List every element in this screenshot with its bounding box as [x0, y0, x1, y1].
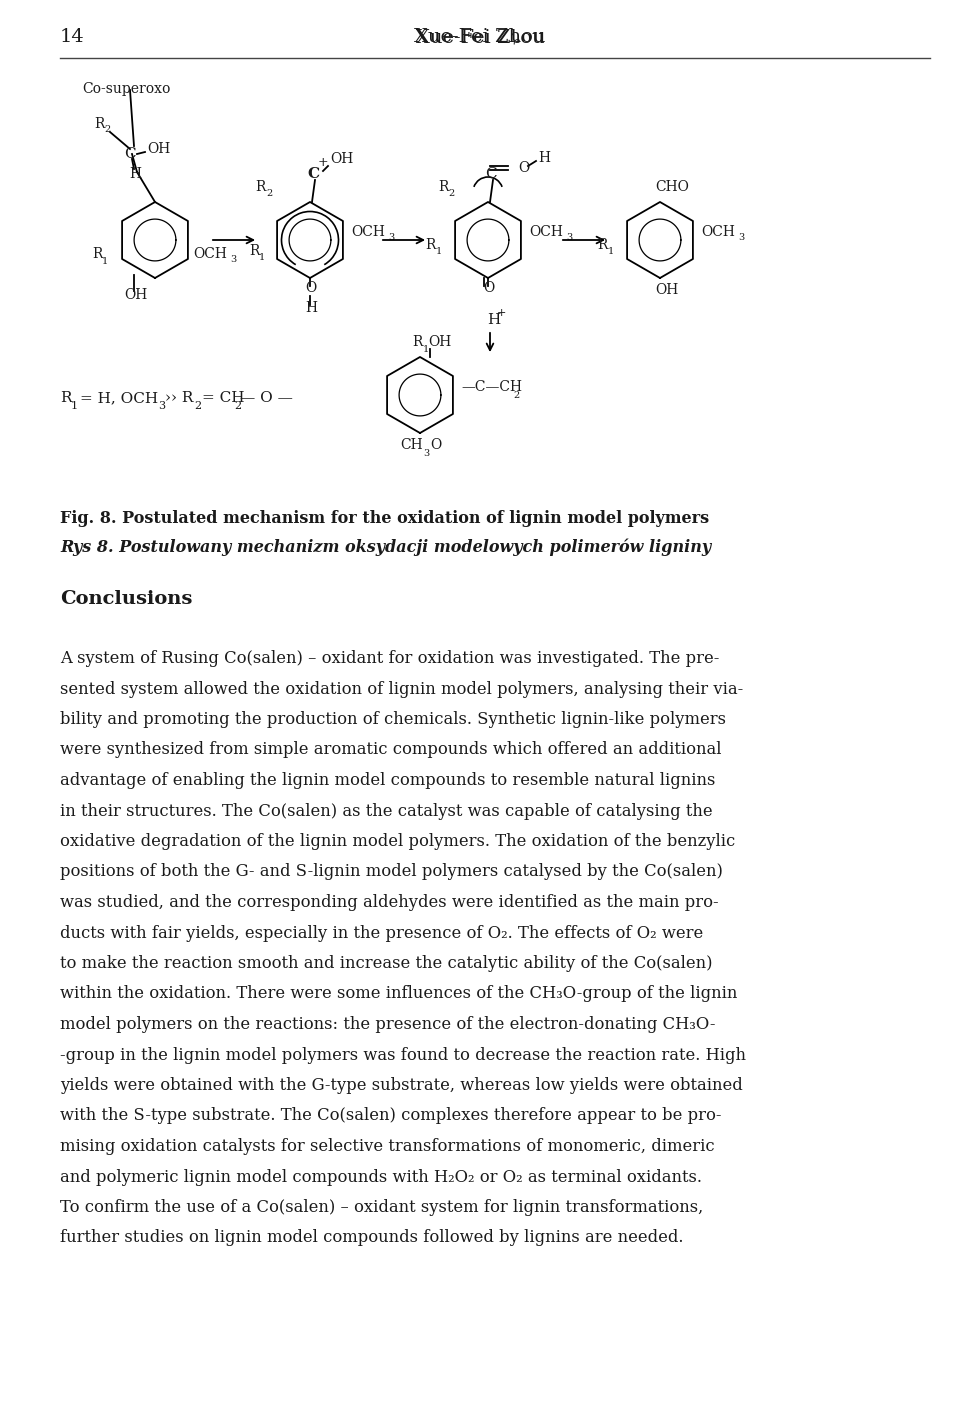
Text: Conclusions: Conclusions [60, 590, 192, 608]
Text: OCH: OCH [193, 247, 227, 261]
Text: R: R [249, 244, 259, 259]
Text: 1: 1 [436, 247, 443, 257]
Text: 1: 1 [102, 257, 108, 266]
Text: OCH: OCH [529, 225, 563, 239]
Text: R: R [255, 180, 265, 195]
Text: = H, OCH: = H, OCH [80, 391, 158, 405]
Text: 3: 3 [738, 233, 744, 243]
Text: A system of Rusing Co(salen) – oxidant for oxidation was investigated. The pre-: A system of Rusing Co(salen) – oxidant f… [60, 649, 719, 666]
Text: CH: CH [400, 438, 422, 452]
Text: R: R [412, 335, 422, 350]
Text: OH: OH [655, 283, 679, 297]
Text: OCH: OCH [701, 225, 734, 239]
Text: R: R [425, 237, 436, 252]
Text: 1: 1 [259, 253, 265, 263]
Text: yields were obtained with the G-type substrate, whereas low yields were obtained: yields were obtained with the G-type sub… [60, 1077, 743, 1094]
Text: —C—CH: —C—CH [461, 379, 522, 394]
Text: 2: 2 [104, 125, 110, 135]
Text: ducts with fair yields, especially in the presence of O₂. The effects of O₂ were: ducts with fair yields, especially in th… [60, 925, 704, 942]
Text: C: C [124, 146, 135, 161]
Text: mising oxidation catalysts for selective transformations of monomeric, dimeric: mising oxidation catalysts for selective… [60, 1138, 714, 1155]
Text: R: R [60, 391, 71, 405]
Text: C: C [307, 168, 319, 180]
Text: CHO: CHO [655, 180, 689, 195]
Text: with the S-type substrate. The Co(salen) complexes therefore appear to be pro-: with the S-type substrate. The Co(salen)… [60, 1107, 722, 1124]
Text: 14: 14 [60, 28, 84, 45]
Text: to make the reaction smooth and increase the catalytic ability of the Co(salen): to make the reaction smooth and increase… [60, 955, 712, 972]
Text: advantage of enabling the lignin model compounds to resemble natural lignins: advantage of enabling the lignin model c… [60, 772, 715, 789]
Text: C: C [485, 168, 496, 180]
Text: OH: OH [147, 142, 170, 156]
Text: O: O [430, 438, 442, 452]
Text: OCH: OCH [351, 225, 385, 239]
Text: 2: 2 [194, 401, 202, 411]
Text: 3: 3 [229, 254, 236, 263]
Text: 2: 2 [513, 391, 519, 399]
Text: -group in the lignin model polymers was found to decrease the reaction rate. Hig: -group in the lignin model polymers was … [60, 1046, 746, 1063]
Text: O: O [518, 161, 529, 175]
Text: 3: 3 [566, 233, 572, 243]
Text: H: H [129, 168, 141, 180]
Text: O: O [483, 281, 494, 296]
Text: R: R [92, 247, 103, 261]
Text: bility and promoting the production of chemicals. Synthetic lignin-like polymers: bility and promoting the production of c… [60, 710, 726, 728]
Text: To confirm the use of a Co(salen) – oxidant system for lignin transformations,: To confirm the use of a Co(salen) – oxid… [60, 1199, 704, 1216]
Text: 2: 2 [234, 401, 241, 411]
Text: within the oxidation. There were some influences of the CH₃O-group of the lignin: within the oxidation. There were some in… [60, 986, 737, 1002]
Text: in their structures. The Co(salen) as the catalyst was capable of catalysing the: in their structures. The Co(salen) as th… [60, 803, 712, 820]
Text: 1: 1 [423, 344, 429, 354]
Text: R: R [597, 237, 608, 252]
Text: OH: OH [124, 288, 147, 301]
Text: ›› R: ›› R [165, 391, 193, 405]
Text: oxidative degradation of the lignin model polymers. The oxidation of the benzyli: oxidative degradation of the lignin mode… [60, 833, 735, 850]
Text: Rys 8. Postulowany mechanizm oksydacji modelowych polimerów ligniny: Rys 8. Postulowany mechanizm oksydacji m… [60, 539, 711, 556]
Text: 3: 3 [423, 449, 429, 458]
Text: was studied, and the corresponding aldehydes were identified as the main pro-: was studied, and the corresponding aldeh… [60, 894, 719, 911]
Text: — O —: — O — [240, 391, 293, 405]
Text: 2: 2 [266, 189, 273, 199]
Text: Fig. 8. Postulated mechanism for the oxidation of lignin model polymers: Fig. 8. Postulated mechanism for the oxi… [60, 510, 709, 527]
Text: sented system allowed the oxidation of lignin model polymers, analysing their vi: sented system allowed the oxidation of l… [60, 681, 743, 698]
Text: 1: 1 [608, 247, 614, 257]
Text: R: R [438, 180, 448, 195]
Text: +: + [318, 155, 328, 169]
Text: H: H [538, 151, 550, 165]
Text: O: O [305, 281, 316, 296]
Text: 3: 3 [388, 233, 395, 243]
Text: model polymers on the reactions: the presence of the electron-donating CH₃O-: model polymers on the reactions: the pre… [60, 1016, 715, 1033]
Text: 2: 2 [448, 189, 454, 199]
Text: H: H [305, 301, 317, 315]
Text: were synthesized from simple aromatic compounds which offered an additional: were synthesized from simple aromatic co… [60, 742, 722, 759]
Text: OH: OH [428, 335, 451, 350]
Text: and polymeric lignin model compounds with H₂O₂ or O₂ as terminal oxidants.: and polymeric lignin model compounds wit… [60, 1168, 702, 1185]
Text: OH: OH [330, 152, 353, 166]
Text: 3: 3 [158, 401, 165, 411]
Text: R: R [94, 117, 105, 131]
Text: Xue-Fei Zhou: Xue-Fei Zhou [415, 28, 545, 45]
Text: H: H [487, 313, 500, 327]
Text: 1: 1 [71, 401, 78, 411]
Text: further studies on lignin model compounds followed by lignins are needed.: further studies on lignin model compound… [60, 1229, 684, 1246]
Text: positions of both the G- and S-lignin model polymers catalysed by the Co(salen): positions of both the G- and S-lignin mo… [60, 864, 723, 881]
Text: Co-superoxo: Co-superoxo [82, 82, 170, 97]
Text: = CH: = CH [202, 391, 245, 405]
Text: Xue-Fei Zȴou: Xue-Fei Zȴou [416, 28, 544, 45]
Text: +: + [497, 308, 506, 318]
